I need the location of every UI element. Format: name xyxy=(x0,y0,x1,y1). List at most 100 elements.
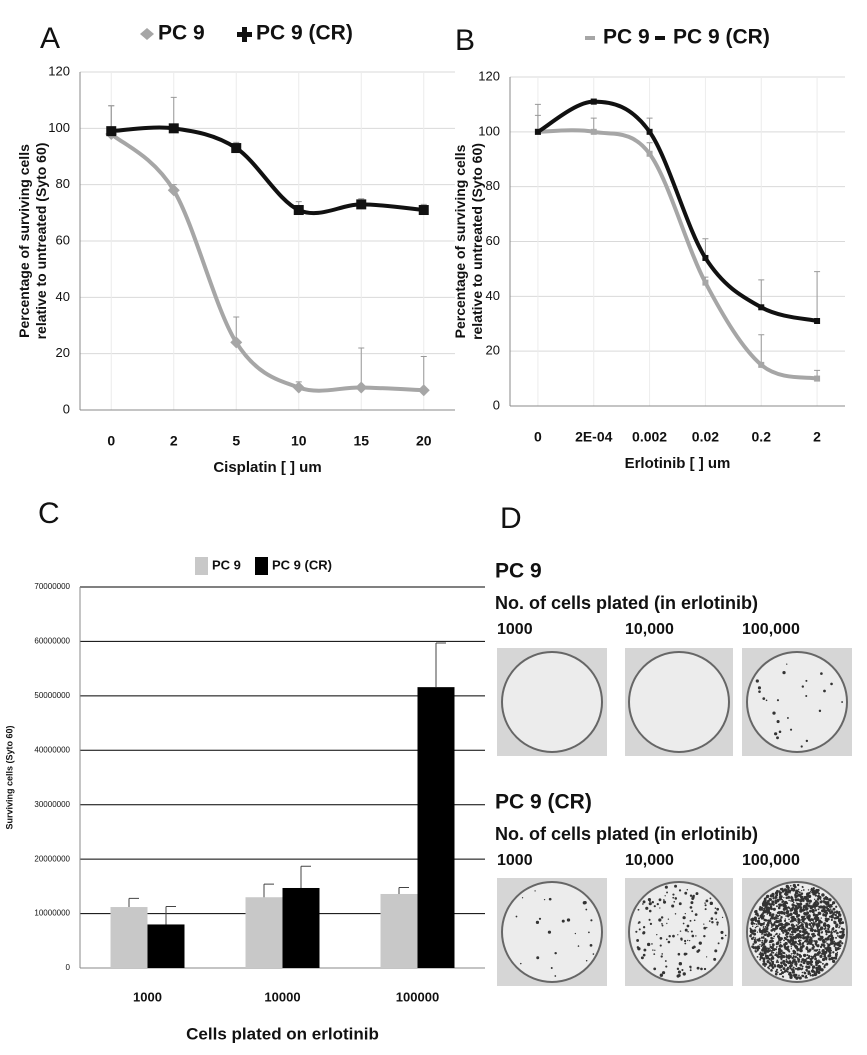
legend-swatch xyxy=(237,27,252,42)
series-line xyxy=(109,132,424,393)
colony xyxy=(781,929,785,932)
colony xyxy=(802,930,805,934)
colony xyxy=(779,950,781,953)
colony xyxy=(793,925,795,928)
colony xyxy=(798,888,800,891)
colony xyxy=(825,909,828,912)
colony xyxy=(824,947,827,949)
colony xyxy=(826,902,830,906)
colony xyxy=(790,961,793,964)
colony xyxy=(792,951,797,955)
colony xyxy=(799,943,802,946)
colony xyxy=(810,936,812,938)
legend-label: PC 9 (CR) xyxy=(256,22,353,45)
colony xyxy=(764,937,767,941)
colony xyxy=(642,953,646,957)
colony xyxy=(789,900,792,902)
colony xyxy=(793,944,798,948)
colony xyxy=(791,930,794,934)
colony xyxy=(758,940,760,942)
colony xyxy=(796,967,799,971)
colony xyxy=(808,948,812,952)
colony xyxy=(755,679,759,683)
colony xyxy=(787,906,790,909)
x-tick-label: 10000 xyxy=(264,989,300,1004)
colony xyxy=(794,955,797,959)
colony xyxy=(763,929,767,934)
colony xyxy=(767,947,770,950)
colony xyxy=(794,960,798,964)
colony xyxy=(690,930,693,933)
colony xyxy=(770,959,773,962)
colony xyxy=(642,903,644,905)
colony xyxy=(672,896,675,899)
point xyxy=(418,205,429,216)
colony xyxy=(767,921,770,925)
bar xyxy=(282,887,320,968)
colony xyxy=(775,932,778,936)
colony xyxy=(775,919,779,924)
colony xyxy=(797,883,800,887)
colony xyxy=(781,900,785,903)
colony xyxy=(828,934,831,938)
colony xyxy=(809,918,811,920)
colony xyxy=(828,926,831,929)
colony xyxy=(787,923,789,925)
colony xyxy=(695,935,697,937)
colony xyxy=(767,899,770,903)
colony xyxy=(771,943,775,947)
colony xyxy=(792,942,796,946)
colony xyxy=(645,906,649,910)
colony xyxy=(823,900,827,904)
colony xyxy=(839,931,842,934)
colony xyxy=(757,686,762,690)
colony xyxy=(554,975,557,977)
colony xyxy=(770,957,774,960)
colony xyxy=(809,940,813,944)
x-tick-label: 20 xyxy=(416,433,432,449)
colony xyxy=(835,942,838,946)
colony xyxy=(667,918,670,920)
colony xyxy=(749,930,753,934)
y-tick-label: 0 xyxy=(493,397,500,412)
colony xyxy=(792,973,797,978)
colony xyxy=(802,889,805,891)
colony xyxy=(825,933,828,936)
colony xyxy=(783,945,787,949)
colony xyxy=(704,902,706,904)
colony xyxy=(775,961,778,963)
colony xyxy=(751,921,754,925)
colony xyxy=(817,950,821,955)
colony xyxy=(672,934,675,938)
colony xyxy=(814,957,817,961)
x-tick-label: 2 xyxy=(170,433,178,449)
colony xyxy=(684,891,688,895)
colony xyxy=(774,948,777,950)
group-title: PC 9 (CR) xyxy=(495,791,592,814)
bar xyxy=(110,907,148,968)
colony xyxy=(791,899,794,903)
colony xyxy=(821,893,825,897)
bar xyxy=(380,893,418,968)
colony xyxy=(821,957,826,962)
colony xyxy=(822,953,825,955)
count-label: 10,000 xyxy=(625,852,674,869)
bar xyxy=(147,924,185,968)
colony xyxy=(809,937,813,940)
colony xyxy=(782,670,786,675)
colony xyxy=(694,913,698,916)
colony xyxy=(709,901,714,906)
colony xyxy=(807,932,810,936)
colony xyxy=(771,962,774,964)
colony xyxy=(761,937,763,939)
colony xyxy=(759,929,763,934)
colony xyxy=(780,917,783,919)
colony xyxy=(811,933,814,936)
dish xyxy=(501,881,603,983)
colony xyxy=(786,945,790,948)
colony xyxy=(820,672,823,675)
colony xyxy=(790,919,794,923)
colony xyxy=(687,930,689,933)
colony xyxy=(797,914,801,917)
